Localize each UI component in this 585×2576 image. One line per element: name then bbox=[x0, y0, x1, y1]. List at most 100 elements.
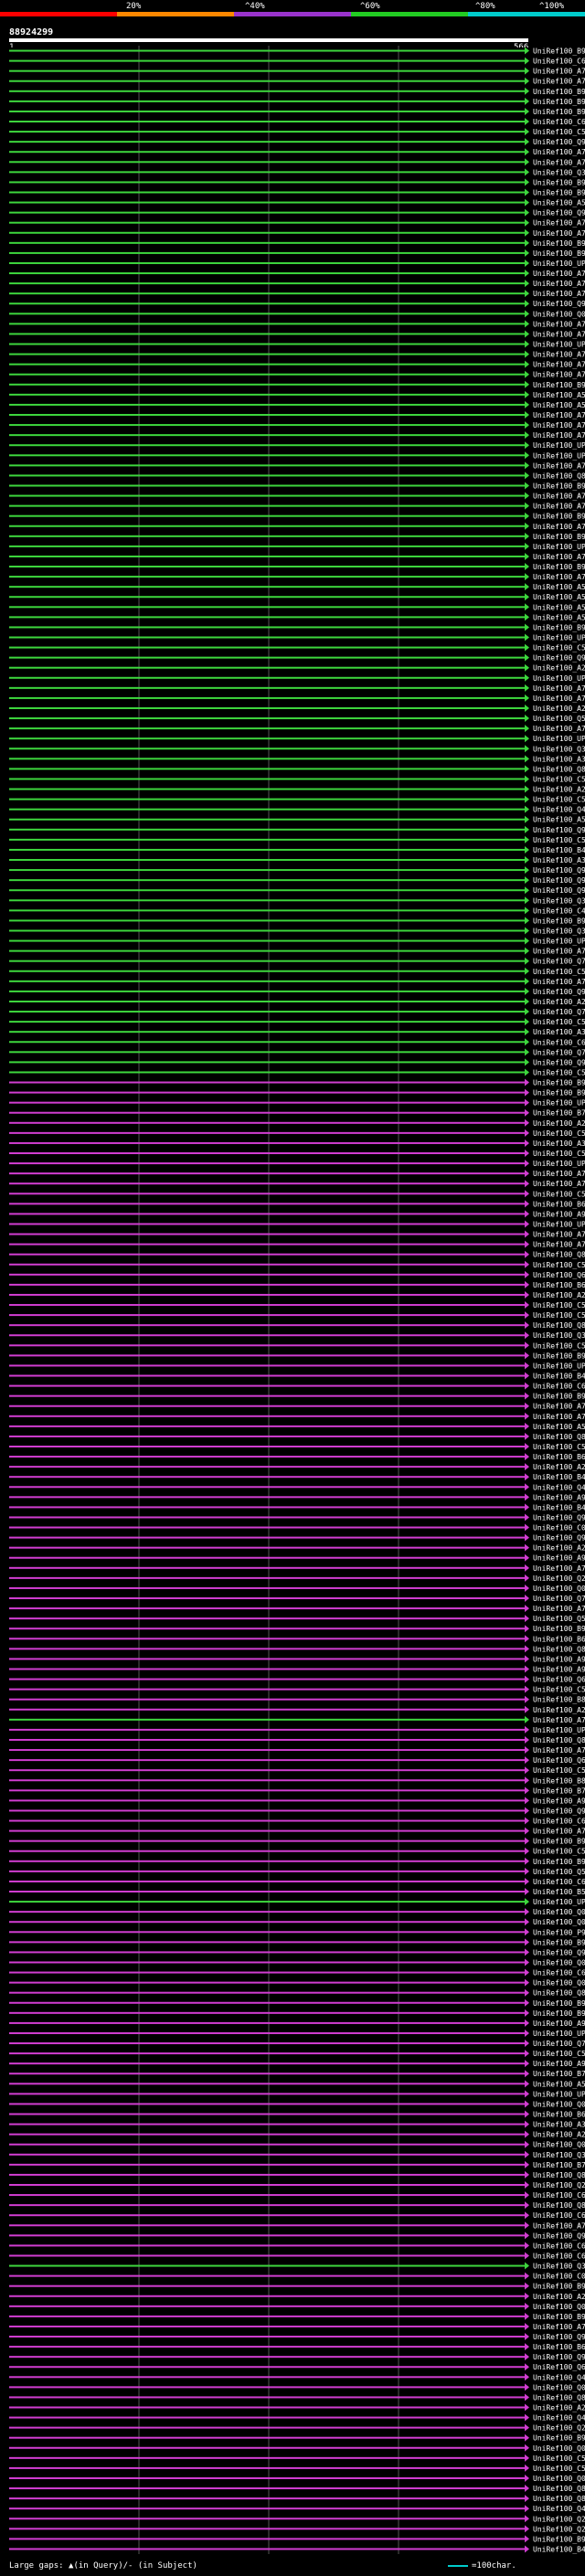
hit-label-185[interactable]: UniRef100_Q0R366 bbox=[533, 1918, 585, 1926]
hit-bar-176[interactable] bbox=[9, 1829, 528, 1832]
hit-label-238[interactable]: UniRef100_C5WNW0 bbox=[533, 2454, 585, 2463]
hit-label-118[interactable]: UniRef100_A7PCG1 bbox=[533, 1241, 585, 1249]
hit-bar-94[interactable] bbox=[9, 1000, 528, 1002]
hit-label-23[interactable]: UniRef100_A7Q513 bbox=[533, 280, 585, 288]
hit-bar-101[interactable] bbox=[9, 1071, 528, 1074]
hit-bar-140[interactable] bbox=[9, 1466, 528, 1468]
hit-label-219[interactable]: UniRef100_Q336T3 bbox=[533, 2263, 585, 2271]
hit-bar-175[interactable] bbox=[9, 1819, 528, 1822]
hit-bar-55[interactable] bbox=[9, 606, 528, 609]
hit-label-207[interactable]: UniRef100_Q0JR24 bbox=[533, 2141, 585, 2149]
hit-label-3[interactable]: UniRef100_A7PK51 bbox=[533, 78, 585, 86]
hit-label-57[interactable]: UniRef100_B9S194 bbox=[533, 623, 585, 631]
hit-bar-204[interactable] bbox=[9, 2113, 528, 2115]
hit-bar-180[interactable] bbox=[9, 1870, 528, 1872]
hit-label-59[interactable]: UniRef100_C5YN12 bbox=[533, 644, 585, 652]
hit-label-136[interactable]: UniRef100_A5AUA0 bbox=[533, 1423, 585, 1431]
hit-bar-195[interactable] bbox=[9, 2021, 528, 2024]
hit-label-237[interactable]: UniRef100_Q04076 bbox=[533, 2444, 585, 2453]
hit-bar-212[interactable] bbox=[9, 2194, 528, 2197]
hit-bar-184[interactable] bbox=[9, 1911, 528, 1913]
hit-label-15[interactable]: UniRef100_A5BJ13 bbox=[533, 199, 585, 207]
hit-label-9[interactable]: UniRef100_Q9SVM7 bbox=[533, 138, 585, 146]
hit-bar-89[interactable] bbox=[9, 949, 528, 952]
hit-bar-169[interactable] bbox=[9, 1759, 528, 1762]
hit-label-129[interactable]: UniRef100_B9RER0 bbox=[533, 1352, 585, 1360]
hit-label-33[interactable]: UniRef100_B9HF07 bbox=[533, 381, 585, 389]
hit-bar-33[interactable] bbox=[9, 383, 528, 386]
hit-bar-84[interactable] bbox=[9, 899, 528, 902]
hit-label-181[interactable]: UniRef100_C6TAM7 bbox=[533, 1878, 585, 1886]
hit-label-139[interactable]: UniRef100_B6TBV5 bbox=[533, 1453, 585, 1461]
hit-bar-34[interactable] bbox=[9, 393, 528, 396]
hit-label-169[interactable]: UniRef100_Q6ES21 bbox=[533, 1756, 585, 1765]
hit-bar-171[interactable] bbox=[9, 1779, 528, 1782]
hit-bar-148[interactable] bbox=[9, 1546, 528, 1549]
hit-label-240[interactable]: UniRef100_Q0J1C1 bbox=[533, 2475, 585, 2483]
hit-bar-121[interactable] bbox=[9, 1273, 528, 1276]
hit-bar-247[interactable] bbox=[9, 2548, 528, 2550]
hit-label-66[interactable]: UniRef100_Q5ZAT3 bbox=[533, 715, 585, 723]
hit-label-29[interactable]: UniRef100_UP1000... bbox=[533, 341, 585, 349]
hit-label-103[interactable]: UniRef100_B9HSC7 bbox=[533, 1089, 585, 1097]
hit-label-247[interactable]: UniRef100_B4FYX0 bbox=[533, 2545, 585, 2553]
hit-label-91[interactable]: UniRef100_C5WKY7 bbox=[533, 968, 585, 976]
hit-bar-37[interactable] bbox=[9, 424, 528, 427]
hit-label-0[interactable]: UniRef100_B9GJ31 bbox=[533, 48, 585, 56]
hit-label-52[interactable]: UniRef100_A7Q0V2 bbox=[533, 573, 585, 581]
hit-label-189[interactable]: UniRef100_Q0D905 bbox=[533, 1958, 585, 1966]
hit-bar-35[interactable] bbox=[9, 403, 528, 406]
hit-bar-43[interactable] bbox=[9, 484, 528, 487]
hit-label-161[interactable]: UniRef100_Q6EQL4 bbox=[533, 1676, 585, 1684]
hit-label-49[interactable]: UniRef100_UP1000... bbox=[533, 543, 585, 551]
hit-bar-56[interactable] bbox=[9, 616, 528, 619]
hit-bar-217[interactable] bbox=[9, 2244, 528, 2247]
hit-label-204[interactable]: UniRef100_B6A7R4 bbox=[533, 2111, 585, 2119]
hit-bar-47[interactable] bbox=[9, 525, 528, 527]
hit-label-72[interactable]: UniRef100_C5XHL2 bbox=[533, 775, 585, 783]
hit-label-158[interactable]: UniRef100_Q8LFQ6 bbox=[533, 1645, 585, 1653]
hit-bar-166[interactable] bbox=[9, 1728, 528, 1731]
hit-label-242[interactable]: UniRef100_Q8LEJ4 bbox=[533, 2495, 585, 2503]
hit-bar-243[interactable] bbox=[9, 2507, 528, 2510]
hit-bar-6[interactable] bbox=[9, 110, 528, 112]
hit-label-146[interactable]: UniRef100_C0PSL2 bbox=[533, 1524, 585, 1532]
hit-label-175[interactable]: UniRef100_C6T2N8 bbox=[533, 1818, 585, 1826]
hit-label-141[interactable]: UniRef100_B4FMR9 bbox=[533, 1473, 585, 1481]
hit-label-115[interactable]: UniRef100_A9NW44 bbox=[533, 1210, 585, 1218]
hit-bar-20[interactable] bbox=[9, 251, 528, 254]
hit-label-187[interactable]: UniRef100_B9HEX4 bbox=[533, 1938, 585, 1946]
hit-label-130[interactable]: UniRef100_UP1000... bbox=[533, 1362, 585, 1370]
hit-label-172[interactable]: UniRef100_B7FHL4 bbox=[533, 1786, 585, 1795]
hit-bar-115[interactable] bbox=[9, 1213, 528, 1215]
hit-bar-165[interactable] bbox=[9, 1718, 528, 1721]
hit-bar-211[interactable] bbox=[9, 2183, 528, 2186]
hit-label-232[interactable]: UniRef100_Q8W5T3 bbox=[533, 2393, 585, 2401]
hit-bar-126[interactable] bbox=[9, 1324, 528, 1327]
hit-label-190[interactable]: UniRef100_C6TDD0 bbox=[533, 1969, 585, 1977]
hit-label-202[interactable]: UniRef100_UP1000... bbox=[533, 2090, 585, 2098]
hit-bar-163[interactable] bbox=[9, 1698, 528, 1701]
hit-bar-29[interactable] bbox=[9, 343, 528, 345]
hit-label-193[interactable]: UniRef100_B9F7Z2 bbox=[533, 1999, 585, 2008]
hit-label-31[interactable]: UniRef100_A7Q0V2 bbox=[533, 361, 585, 369]
hit-bar-0[interactable] bbox=[9, 49, 528, 52]
hit-label-55[interactable]: UniRef100_A5AJB1 bbox=[533, 603, 585, 611]
hit-label-114[interactable]: UniRef100_B6U6C1 bbox=[533, 1200, 585, 1208]
hit-bar-8[interactable] bbox=[9, 131, 528, 133]
hit-label-46[interactable]: UniRef100_B9GJ36 bbox=[533, 513, 585, 521]
hit-label-171[interactable]: UniRef100_B8AFL8 bbox=[533, 1776, 585, 1785]
hit-label-214[interactable]: UniRef100_C6T994 bbox=[533, 2211, 585, 2220]
hit-label-159[interactable]: UniRef100_A9NPS8 bbox=[533, 1655, 585, 1663]
hit-bar-143[interactable] bbox=[9, 1496, 528, 1499]
hit-bar-178[interactable] bbox=[9, 1850, 528, 1852]
hit-label-192[interactable]: UniRef100_Q8AKB2 bbox=[533, 1989, 585, 1998]
hit-label-90[interactable]: UniRef100_Q7XC07 bbox=[533, 958, 585, 966]
hit-bar-70[interactable] bbox=[9, 758, 528, 760]
hit-bar-67[interactable] bbox=[9, 727, 528, 730]
hit-label-64[interactable]: UniRef100_A7PCF7 bbox=[533, 694, 585, 703]
hit-bar-131[interactable] bbox=[9, 1374, 528, 1377]
hit-label-69[interactable]: UniRef100_Q336T0 bbox=[533, 745, 585, 753]
hit-bar-158[interactable] bbox=[9, 1648, 528, 1650]
hit-bar-21[interactable] bbox=[9, 261, 528, 264]
